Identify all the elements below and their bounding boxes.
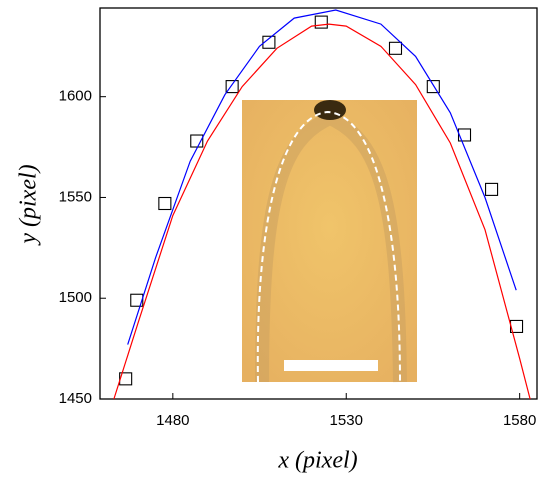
x-axis-label: x (pixel): [277, 448, 357, 474]
y-axis-label: y (pixel): [16, 164, 42, 245]
data-point: [262, 35, 276, 49]
y-tick-label: 1500: [59, 289, 92, 306]
fit-curve: [113, 23, 531, 400]
x-tick-label: 1480: [156, 412, 189, 429]
fit-curve: [127, 9, 517, 345]
data-point: [426, 80, 440, 94]
data-point: [158, 196, 172, 211]
inset-image: [242, 100, 417, 383]
data-point: [388, 41, 403, 55]
data-point: [190, 134, 204, 148]
plot-frame: [99, 7, 538, 400]
data-point: [225, 80, 239, 94]
y-tick-label: 1550: [59, 188, 92, 205]
y-tick-label: 1600: [59, 88, 92, 105]
x-tick-label: 1580: [503, 412, 536, 429]
data-point: [485, 182, 499, 196]
data-point: [314, 15, 328, 29]
data-point: [130, 293, 144, 307]
x-tick-label: 1530: [330, 412, 363, 429]
data-point: [457, 128, 472, 142]
y-tick-label: 1450: [59, 390, 92, 407]
